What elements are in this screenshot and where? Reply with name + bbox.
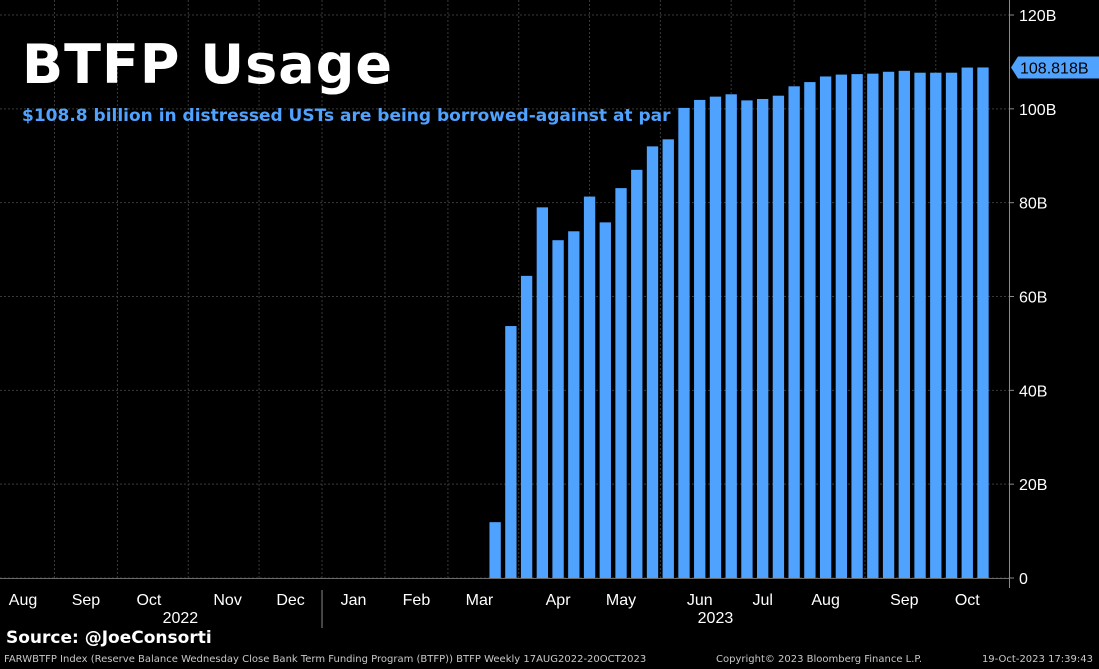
- y-tick-label: 60B: [1019, 290, 1047, 307]
- x-tick-label: Aug: [9, 592, 37, 609]
- last-value-badge: [1011, 56, 1099, 79]
- bar: [757, 98, 769, 578]
- bar: [898, 70, 910, 578]
- x-tick-label: Mar: [466, 592, 494, 609]
- chart-title: BTFP Usage: [22, 33, 393, 96]
- x-tick-label: Oct: [955, 592, 980, 609]
- last-value-label: 108.818B: [1020, 60, 1089, 77]
- x-tick-label: May: [606, 592, 636, 609]
- x-year-label: 2023: [698, 610, 734, 627]
- x-year-label: 2022: [163, 610, 199, 627]
- x-tick-label: Jun: [687, 592, 713, 609]
- bar: [568, 231, 580, 578]
- bar: [851, 74, 863, 579]
- y-tick-label: 40B: [1019, 383, 1047, 400]
- x-tick-label: Dec: [276, 592, 304, 609]
- x-tick-label: Feb: [403, 592, 431, 609]
- bar: [583, 196, 596, 578]
- footer-timestamp: 19-Oct-2023 17:39:43: [981, 654, 1093, 665]
- bar: [772, 95, 785, 579]
- bar: [646, 146, 659, 578]
- bar: [819, 76, 832, 579]
- bar: [599, 222, 611, 578]
- bar: [867, 73, 879, 578]
- x-tick-label: Oct: [136, 592, 161, 609]
- x-tick-label: Jul: [752, 592, 772, 609]
- bar: [835, 74, 848, 578]
- chart-subtitle: $108.8 billion in distressed USTs are be…: [22, 106, 671, 126]
- bar: [741, 100, 753, 578]
- bar: [977, 67, 989, 578]
- bar: [615, 188, 627, 578]
- bar: [930, 72, 942, 579]
- y-tick-label: 20B: [1019, 477, 1047, 494]
- footer-copyright: Copyright© 2023 Bloomberg Finance L.P.: [716, 654, 923, 665]
- bar: [662, 139, 674, 578]
- bar: [788, 86, 800, 579]
- bar: [631, 169, 643, 578]
- bar: [694, 99, 706, 579]
- bar: [489, 522, 501, 578]
- bar: [552, 240, 564, 578]
- source-credit: Source: @JoeConsorti: [6, 628, 212, 648]
- x-tick-label: Apr: [546, 592, 572, 609]
- bar: [914, 72, 926, 579]
- bar: [505, 326, 517, 578]
- bar: [678, 107, 690, 579]
- bar: [804, 82, 816, 579]
- bar: [536, 207, 549, 578]
- x-tick-label: Sep: [890, 592, 919, 609]
- bar: [945, 72, 958, 579]
- x-tick-label: Jan: [341, 592, 367, 609]
- y-tick-label: 80B: [1019, 196, 1047, 213]
- bar: [520, 275, 533, 578]
- y-tick-label: 100B: [1019, 102, 1056, 119]
- x-tick-label: Sep: [72, 592, 101, 609]
- footer-index-description: FARWBTFP Index (Reserve Balance Wednesda…: [4, 654, 647, 665]
- bar: [709, 96, 722, 578]
- y-tick-label: 120B: [1019, 8, 1056, 25]
- x-tick-label: Aug: [811, 592, 839, 609]
- bar: [882, 71, 895, 578]
- bar: [725, 94, 737, 578]
- y-tick-label: 0: [1019, 571, 1028, 588]
- x-tick-label: Nov: [213, 592, 241, 609]
- bar: [961, 67, 973, 579]
